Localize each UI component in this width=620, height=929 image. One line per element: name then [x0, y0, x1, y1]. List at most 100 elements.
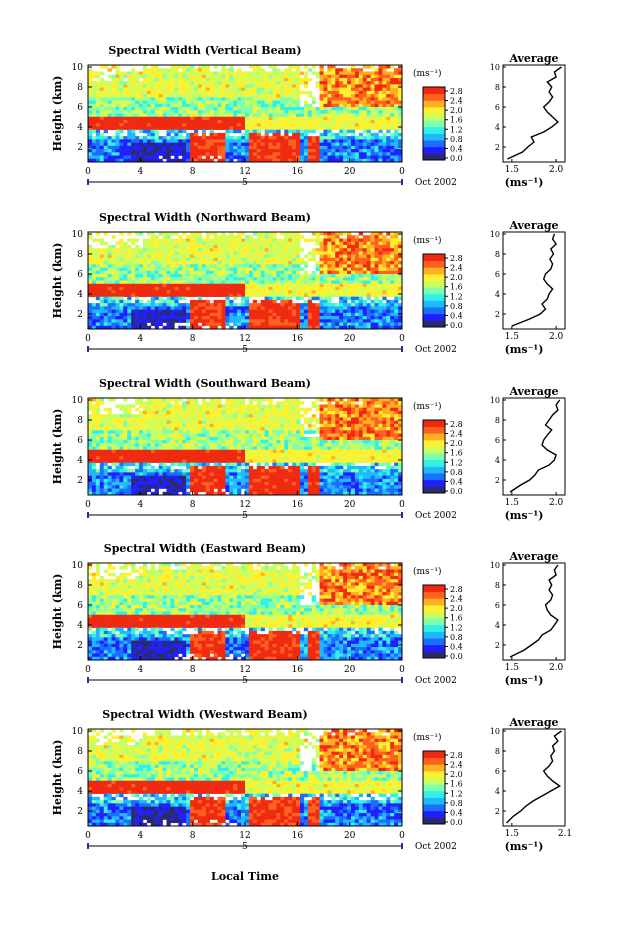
heatmap-cell	[394, 316, 399, 320]
heatmap-cell	[221, 113, 226, 118]
heatmap-cell	[248, 123, 254, 127]
heatmap-cell	[131, 270, 136, 275]
heatmap-cell	[307, 303, 313, 307]
heatmap-cell	[366, 296, 371, 301]
heatmap-cell	[217, 241, 222, 246]
heatmap-cell	[131, 430, 136, 434]
heatmap-cell	[115, 155, 120, 160]
heatmap-cell	[233, 316, 238, 320]
heatmap-cell	[107, 136, 112, 140]
heatmap-cell	[162, 100, 167, 105]
heatmap-cell	[88, 423, 93, 428]
heatmap-cell	[131, 113, 136, 118]
heatmap-cell	[350, 129, 356, 134]
heatmap-cell	[237, 322, 242, 327]
heatmap-cell	[296, 71, 301, 75]
heatmap-cell	[347, 107, 352, 111]
heatmap-cell	[292, 322, 297, 327]
heatmap-cell	[115, 443, 120, 447]
heatmap-cell	[229, 136, 234, 140]
heatmap-cell	[390, 306, 395, 310]
heatmap-cell	[107, 248, 112, 252]
heatmap-cell	[276, 126, 281, 130]
heatmap-cell	[378, 293, 383, 297]
heatmap-cell	[315, 325, 320, 330]
heatmap-cell	[350, 90, 356, 95]
heatmap-cell	[95, 309, 101, 314]
heatmap-cell	[213, 286, 218, 291]
heatmap-cell	[174, 74, 179, 79]
heatmap-cell	[107, 244, 112, 249]
heatmap-cell	[252, 94, 258, 98]
heatmap-cell	[280, 309, 285, 314]
heatmap-cell	[374, 149, 379, 153]
heatmap-cell	[99, 103, 104, 108]
heatmap-cell	[154, 322, 159, 327]
heatmap-cell	[354, 309, 360, 314]
heatmap-cell	[178, 293, 183, 297]
heatmap-cell	[362, 139, 367, 143]
heatmap-cell	[123, 283, 128, 288]
heatmap-cell	[107, 472, 112, 476]
heatmap-cell	[209, 290, 214, 294]
heatmap-cell	[225, 248, 230, 252]
heatmap-cell	[197, 87, 203, 92]
heatmap-cell	[123, 322, 128, 327]
heatmap-cell	[139, 257, 144, 262]
heatmap-cell	[370, 270, 375, 275]
heatmap-cell	[252, 264, 258, 268]
heatmap-cell	[252, 71, 258, 75]
heatmap-cell	[382, 264, 387, 268]
heatmap-cell	[146, 158, 152, 163]
heatmap-cell	[323, 136, 328, 140]
heatmap-cell	[115, 77, 120, 82]
heatmap-cell	[229, 100, 234, 105]
heatmap-cell	[382, 238, 387, 242]
heatmap-cell	[343, 116, 348, 121]
heatmap-cell	[350, 296, 356, 301]
heatmap-cell	[311, 306, 316, 310]
heatmap-cell	[186, 77, 191, 82]
heatmap-cell	[170, 158, 175, 163]
heatmap-cell	[303, 123, 309, 127]
heatmap-cell	[327, 97, 332, 101]
heatmap-cell	[233, 274, 238, 278]
heatmap-cell	[280, 116, 285, 121]
heatmap-cell	[303, 116, 309, 121]
heatmap-cell	[213, 299, 218, 304]
heatmap-cell	[252, 116, 258, 121]
heatmap-cell	[256, 155, 261, 160]
heatmap-cell	[378, 71, 383, 75]
heatmap-cell	[107, 270, 112, 275]
heatmap-cell	[390, 116, 395, 121]
heatmap-cell	[182, 155, 187, 160]
heatmap-cell	[107, 465, 112, 470]
heatmap-cell	[91, 136, 97, 140]
heatmap-cell	[280, 319, 285, 323]
heatmap-cell	[280, 97, 285, 101]
heatmap-cell	[323, 129, 328, 134]
heatmap-cell	[166, 303, 171, 307]
heatmap-cell	[107, 145, 112, 150]
heatmap-cell	[370, 90, 375, 95]
heatmap-cell	[248, 113, 254, 118]
heatmap-cell	[268, 87, 273, 92]
heatmap-cell	[398, 123, 403, 127]
heatmap-cell	[229, 274, 234, 278]
heatmap-cell	[205, 290, 210, 294]
heatmap-cell	[327, 107, 332, 111]
heatmap-cell	[213, 71, 218, 75]
heatmap-cell	[241, 149, 246, 153]
heatmap-cell	[335, 290, 340, 294]
heatmap-cell	[201, 145, 207, 150]
heatmap-cell	[335, 71, 340, 75]
heatmap-cell	[280, 293, 285, 297]
heatmap-cell	[394, 119, 399, 124]
heatmap-cell	[260, 119, 265, 124]
heatmap-cell	[162, 261, 167, 265]
heatmap-cell	[131, 423, 136, 428]
heatmap-cell	[162, 241, 167, 246]
heatmap-cell	[331, 251, 336, 255]
heatmap-cell	[390, 232, 395, 236]
heatmap-cell	[217, 145, 222, 150]
